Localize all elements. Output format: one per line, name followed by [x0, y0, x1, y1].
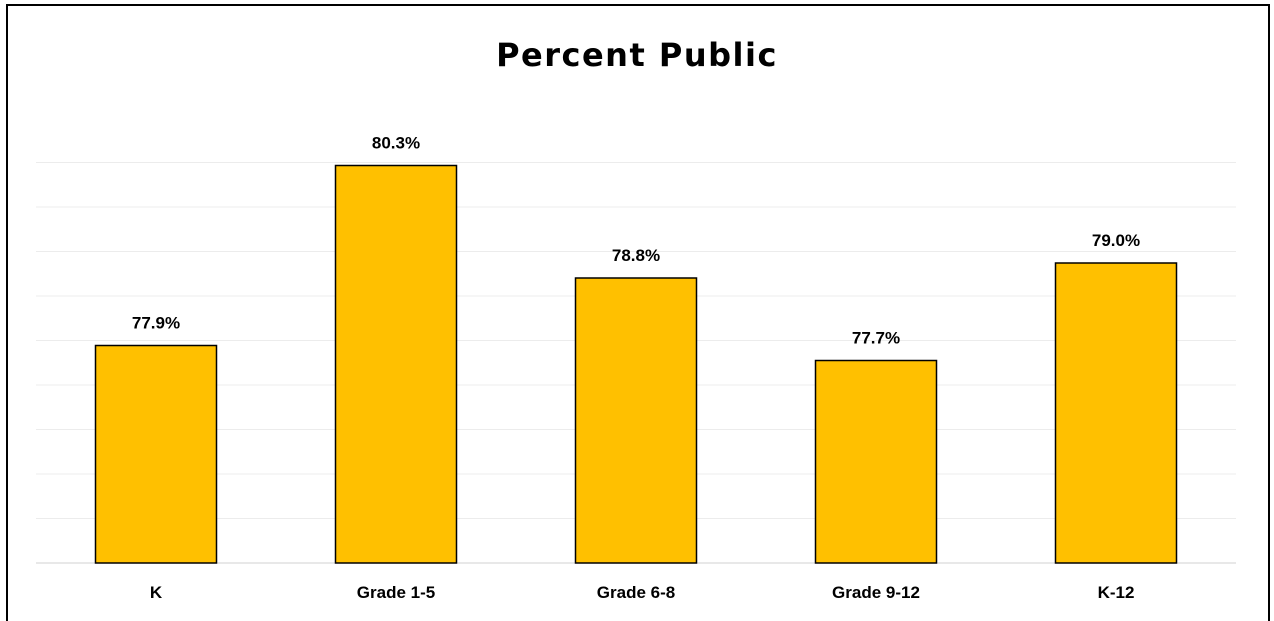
data-label: 77.9%: [132, 314, 180, 333]
x-tick-label: Grade 6-8: [597, 583, 675, 602]
x-tick-labels: K Grade 1-5 Grade 6-8 Grade 9-12 K-12: [150, 583, 1135, 602]
data-labels: 77.9% 80.3% 78.8% 77.7% 79.0%: [132, 134, 1140, 348]
data-label: 79.0%: [1092, 231, 1140, 250]
bar: [94, 344, 218, 564]
bar: [334, 164, 458, 564]
bar: [574, 277, 698, 564]
data-label: 78.8%: [612, 246, 660, 265]
x-tick-label: Grade 1-5: [357, 583, 435, 602]
x-tick-label: K: [150, 583, 163, 602]
data-label: 77.7%: [852, 329, 900, 348]
bar: [814, 359, 938, 564]
bars: [94, 164, 1178, 564]
x-tick-label: K-12: [1098, 583, 1135, 602]
chart-title: Percent Public: [496, 36, 778, 74]
x-tick-label: Grade 9-12: [832, 583, 920, 602]
data-label: 80.3%: [372, 134, 420, 153]
bar: [1054, 262, 1178, 564]
